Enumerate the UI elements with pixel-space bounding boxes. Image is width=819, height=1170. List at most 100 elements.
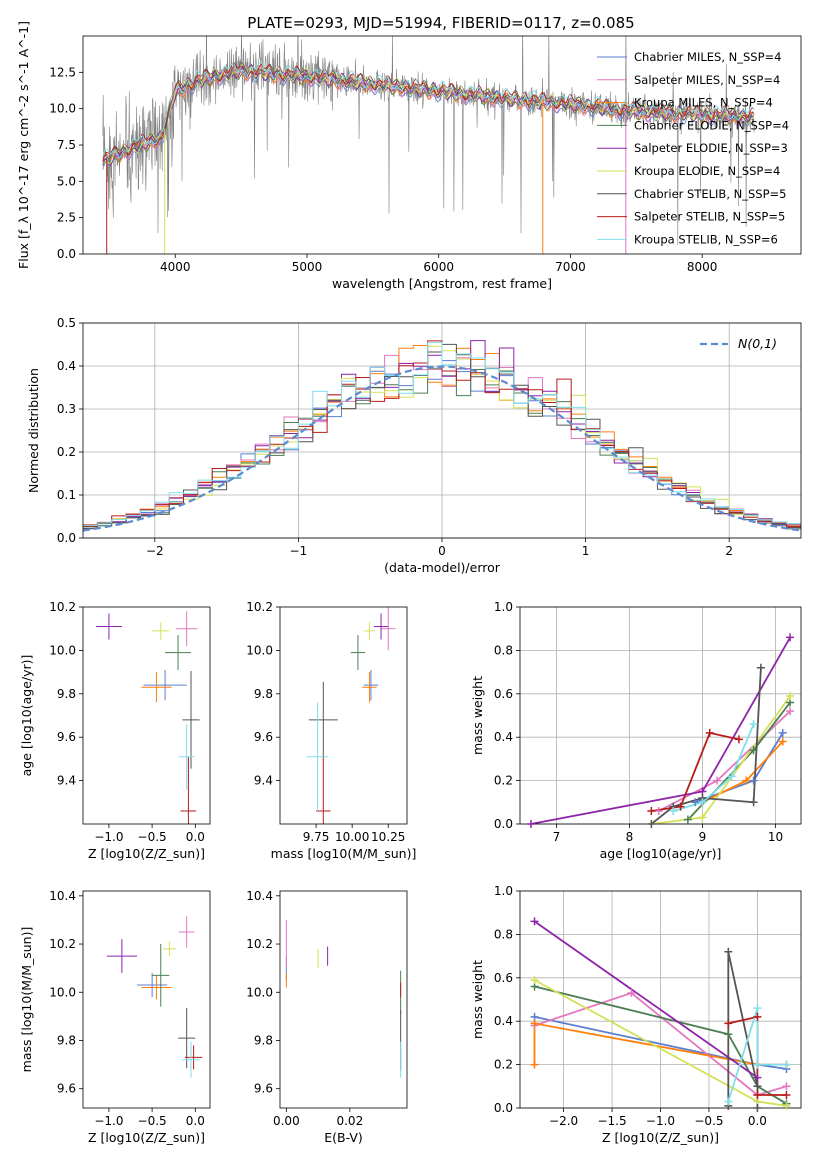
x-tick-label: 4000	[160, 260, 191, 274]
plot-area	[106, 916, 203, 1078]
weight-marker-kroupa_stelib	[782, 1060, 791, 1069]
y-tick-label: 0.6	[494, 687, 513, 701]
y-tick-label: 9.8	[57, 687, 76, 701]
axes-spectrum: 4000 5000 6000 7000 8000 0.0 2.5 5.0 7.5 10.0 12.5…	[16, 21, 802, 291]
x-tick-label: −1	[290, 544, 308, 558]
y-axis-label: age [log10(age/yr)]	[19, 655, 34, 777]
axes-age_vs_mass: 9.75 10.00 10.25 9.4 9.6 9.8 10.0 10.2 mass [log…	[246, 600, 417, 861]
x-tick-label: −1.0	[94, 1114, 123, 1128]
spectrum-legend: Chabrier MILES, N_SSP=4 Salpeter MILES, N…	[597, 50, 789, 246]
model-spectrum-kroupa_stelib	[102, 61, 755, 159]
x-tick-label: 10.25	[371, 830, 405, 844]
weight-marker-chabrier_miles	[778, 728, 787, 737]
weight-marker-chabrier_elodie	[724, 1030, 733, 1039]
weight-marker-kroupa_stelib	[753, 1060, 762, 1069]
y-tick-label: 10.4	[49, 889, 76, 903]
axes-age_vs_Z: −1.0 −0.5 0.0 9.4 9.6 9.8 10.0 10.2 Z [log10(Z/Z…	[19, 600, 211, 861]
weight-line-salpeter_stelib	[651, 731, 740, 812]
y-tick-label: 9.6	[57, 1082, 76, 1096]
x-tick-label: 5000	[292, 260, 323, 274]
weight-marker-chabrier_stelib	[749, 798, 758, 807]
axes-mass_vs_Z: −1.0 −0.5 0.0 9.6 9.8 10.0 10.2 10.4 Z [log10(Z/…	[19, 889, 211, 1145]
y-tick-label: 0.6	[494, 971, 513, 985]
y-tick-label: 10.0	[246, 643, 273, 657]
axes-weight_vs_Z: −2.0 −1.5 −1.0 −0.5 0.0 0.0 0.2 0.4 0.6 0.8 1.0 Z […	[470, 884, 802, 1145]
weight-line-kroupa_stelib	[727, 1007, 787, 1102]
axes-mass_vs_ebv: 0.00 0.02 9.6 9.8 10.0 10.2 10.4 E(B-V)	[246, 889, 408, 1145]
weight-marker-kroupa_miles	[742, 776, 751, 785]
y-tick-label: 0.8	[494, 643, 513, 657]
y-tick-label: 9.8	[57, 1033, 76, 1047]
weight-marker-salpeter_elodie	[786, 633, 795, 642]
model-spectrum-kroupa_miles	[102, 66, 755, 163]
axes-frame	[519, 606, 802, 825]
weight-marker-kroupa_elodie	[698, 813, 707, 822]
legend-label-salpeter_elodie: Salpeter ELODIE, N_SSP=3	[634, 141, 788, 155]
y-tick-label: 9.8	[254, 687, 273, 701]
legend-label-salpeter_miles: Salpeter MILES, N_SSP=4	[634, 73, 780, 87]
weight-marker-chabrier_stelib	[724, 947, 733, 956]
x-tick-label: 7	[553, 830, 561, 844]
axes-frame	[279, 890, 408, 1109]
normal-legend-label: N(0,1)	[738, 336, 777, 351]
axes-residuals: −2 −1 0 1 2 0.0 0.1 0.2 0.3 0.4 0.5 (data-model)/er…	[26, 316, 802, 575]
x-tick-label: 0.0	[748, 1114, 767, 1128]
y-tick-label: 9.4	[254, 774, 273, 788]
plot-area	[285, 919, 402, 1078]
weight-marker-salpeter_stelib	[782, 1090, 791, 1099]
y-tick-label: 9.6	[254, 730, 273, 744]
weight-marker-chabrier_elodie	[749, 746, 758, 755]
figure-title: PLATE=0293, MJD=51994, FIBERID=0117, z=0…	[247, 14, 634, 32]
weight-marker-salpeter_miles	[627, 988, 636, 997]
y-axis-label: mass [log10(M/M_sun)]	[19, 927, 34, 1073]
x-axis-label: wavelength [Angstrom, rest frame]	[332, 276, 552, 291]
x-tick-label: −1.0	[646, 1114, 675, 1128]
plot-area	[530, 636, 791, 824]
y-tick-label: 10.2	[246, 937, 273, 951]
x-tick-label: 8	[626, 830, 634, 844]
weight-marker-kroupa_miles	[530, 1060, 539, 1069]
normal-curve	[83, 365, 801, 532]
weight-marker-salpeter_miles	[654, 806, 663, 815]
legend-label-salpeter_stelib: Salpeter STELIB, N_SSP=5	[634, 210, 785, 224]
weight-marker-chabrier_miles	[749, 776, 758, 785]
x-tick-label: 1	[582, 544, 590, 558]
y-tick-label: 1.0	[494, 600, 513, 614]
weight-marker-salpeter_miles	[786, 707, 795, 716]
plot-area	[102, 36, 755, 254]
y-tick-label: 10.0	[49, 102, 76, 116]
weight-marker-salpeter_elodie	[526, 820, 535, 828]
x-tick-label: 0.0	[186, 1114, 205, 1128]
axes-frame	[279, 606, 408, 825]
y-tick-label: 9.6	[57, 730, 76, 744]
y-axis-label: mass weight	[470, 676, 485, 755]
x-tick-label: −2.0	[549, 1114, 578, 1128]
axes-weight_vs_age: 7 8 9 10 0.0 0.2 0.4 0.6 0.8 1.0 age [log10(age/yr…	[470, 600, 802, 861]
y-tick-label: 10.0	[49, 985, 76, 999]
x-tick-label: −0.5	[138, 830, 167, 844]
x-tick-label: 2	[725, 544, 733, 558]
x-axis-label: mass [log10(M/M_sun)]	[271, 846, 417, 861]
y-tick-label: 7.5	[57, 138, 76, 152]
weight-marker-salpeter_stelib	[753, 1012, 762, 1021]
weight-marker-salpeter_stelib	[734, 735, 743, 744]
x-tick-label: −1.0	[94, 830, 123, 844]
y-axis-label: Normed distribution	[26, 368, 41, 493]
weight-marker-chabrier_elodie	[683, 815, 692, 824]
weight-marker-salpeter_stelib	[676, 802, 685, 811]
weight-marker-kroupa_stelib	[749, 720, 758, 729]
y-tick-label: 0.2	[494, 774, 513, 788]
y-tick-label: 10.0	[49, 643, 76, 657]
weight-marker-kroupa_elodie	[782, 1101, 791, 1110]
y-tick-label: 10.2	[49, 937, 76, 951]
weight-marker-kroupa_stelib	[724, 1097, 733, 1106]
weight-marker-salpeter_stelib	[753, 1090, 762, 1099]
y-axis-label: Flux [f_λ 10^-17 erg cm^-2 s^-1 A^-1]	[16, 21, 31, 269]
weight-line-salpeter_elodie	[533, 920, 758, 1079]
y-tick-label: 5.0	[57, 174, 76, 188]
legend-label-kroupa_miles: Kroupa MILES, N_SSP=4	[634, 96, 773, 110]
y-tick-label: 1.0	[494, 884, 513, 898]
plot-area	[83, 340, 801, 532]
y-tick-label: 0.0	[57, 247, 76, 261]
